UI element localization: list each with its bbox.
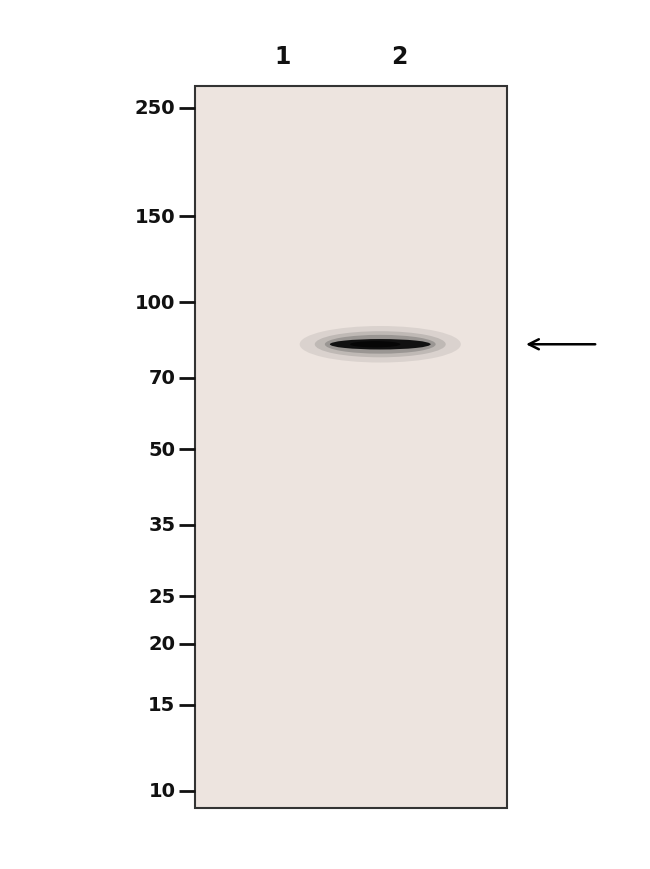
Text: 2: 2: [391, 44, 408, 69]
Text: 150: 150: [135, 208, 176, 226]
Ellipse shape: [330, 340, 430, 350]
Text: 35: 35: [148, 516, 176, 534]
Text: 20: 20: [148, 634, 176, 653]
Text: 50: 50: [148, 441, 176, 459]
Text: 15: 15: [148, 695, 176, 714]
Text: 1: 1: [274, 44, 291, 69]
Ellipse shape: [315, 332, 446, 358]
Text: 250: 250: [135, 99, 176, 118]
Ellipse shape: [350, 342, 400, 348]
Text: 10: 10: [148, 781, 176, 800]
Bar: [195, 87, 507, 808]
Ellipse shape: [325, 335, 436, 355]
Ellipse shape: [300, 327, 461, 363]
Text: 25: 25: [148, 587, 176, 606]
Text: 100: 100: [135, 294, 176, 312]
Text: 70: 70: [149, 369, 176, 388]
